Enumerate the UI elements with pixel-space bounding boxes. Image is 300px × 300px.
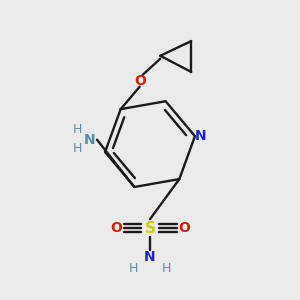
Text: S: S (145, 220, 155, 236)
Text: H: H (73, 123, 83, 136)
Text: H: H (161, 262, 171, 275)
Text: O: O (178, 221, 190, 235)
Text: N: N (194, 129, 206, 143)
Text: O: O (110, 221, 122, 235)
Text: O: O (134, 74, 146, 88)
Text: N: N (84, 133, 95, 147)
Text: H: H (129, 262, 139, 275)
Text: H: H (73, 142, 83, 155)
Text: N: N (144, 250, 156, 265)
